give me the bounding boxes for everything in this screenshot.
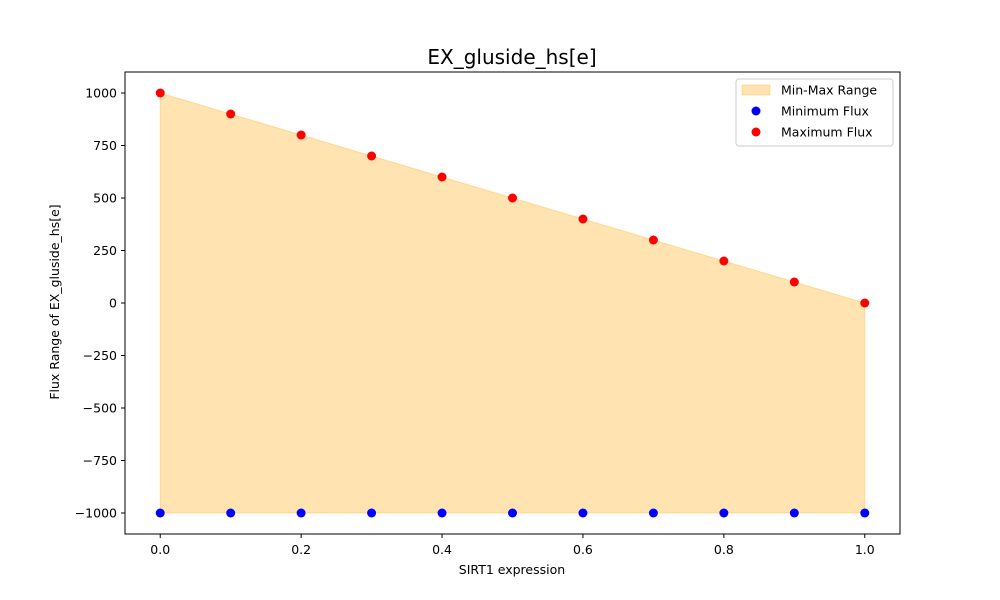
- maximum-flux-point: [226, 109, 236, 119]
- maximum-flux-point: [719, 256, 729, 266]
- legend-marker-minimum-flux: [751, 106, 761, 116]
- minimum-flux-point: [155, 508, 165, 518]
- minimum-flux-point: [789, 508, 799, 518]
- minimum-flux-point: [508, 508, 517, 518]
- legend-marker-maximum-flux: [751, 127, 761, 137]
- plot-area: 0.0 0.2 0.4 0.6 0.8 1.0 −1000 −750 −500 −250 0 250 5…: [75, 71, 901, 557]
- y-axis-title: Flux Range of EX_gluside_hs[e]: [47, 204, 62, 399]
- legend-label: Minimum Flux: [781, 104, 869, 119]
- y-tick-label: −250: [83, 348, 117, 363]
- maximum-flux-point: [578, 214, 588, 224]
- minimum-flux-point: [578, 508, 588, 518]
- range-fill-area: [159, 92, 866, 514]
- y-tick-label: −500: [83, 401, 117, 416]
- chart-legend: Min-Max Range Minimum Flux Maximum Flux: [735, 78, 894, 147]
- x-tick-label: 1.0: [855, 542, 875, 557]
- maximum-flux-point: [155, 88, 165, 98]
- y-tick-label: −1000: [75, 506, 117, 521]
- y-tick-label: 1000: [85, 86, 117, 101]
- y-tick-label: 500: [93, 191, 117, 206]
- x-tick-label: 0.2: [291, 542, 311, 557]
- x-axis-title: SIRT1 expression: [459, 562, 565, 577]
- y-tick-label: 0: [109, 296, 117, 311]
- minimum-flux-point: [719, 508, 729, 518]
- maximum-flux-point: [296, 130, 306, 140]
- maximum-flux-point: [860, 298, 870, 308]
- maximum-flux-point: [508, 193, 517, 203]
- minimum-flux-point: [860, 508, 870, 518]
- x-tick-label: 0.4: [432, 542, 452, 557]
- maximum-flux-point: [367, 151, 377, 161]
- chart-title: EX_gluside_hs[e]: [427, 45, 596, 69]
- legend-label: Min-Max Range: [781, 83, 877, 98]
- legend-label: Maximum Flux: [781, 125, 873, 140]
- maximum-flux-point: [789, 277, 799, 287]
- minimum-flux-point: [296, 508, 306, 518]
- minimum-flux-point: [367, 508, 377, 518]
- y-tick-label: 750: [93, 138, 117, 153]
- x-tick-label: 0.8: [714, 542, 734, 557]
- minimum-flux-point: [648, 508, 658, 518]
- minimum-flux-point: [437, 508, 447, 518]
- y-tick-label: 250: [93, 243, 117, 258]
- maximum-flux-point: [648, 235, 658, 245]
- legend-box: [735, 78, 894, 147]
- x-tick-label: 0.0: [150, 542, 170, 557]
- maximum-flux-point: [437, 172, 447, 182]
- legend-swatch-range: [741, 84, 771, 96]
- minimum-flux-point: [226, 508, 236, 518]
- y-tick-label: −750: [83, 453, 117, 468]
- x-tick-label: 0.6: [573, 542, 593, 557]
